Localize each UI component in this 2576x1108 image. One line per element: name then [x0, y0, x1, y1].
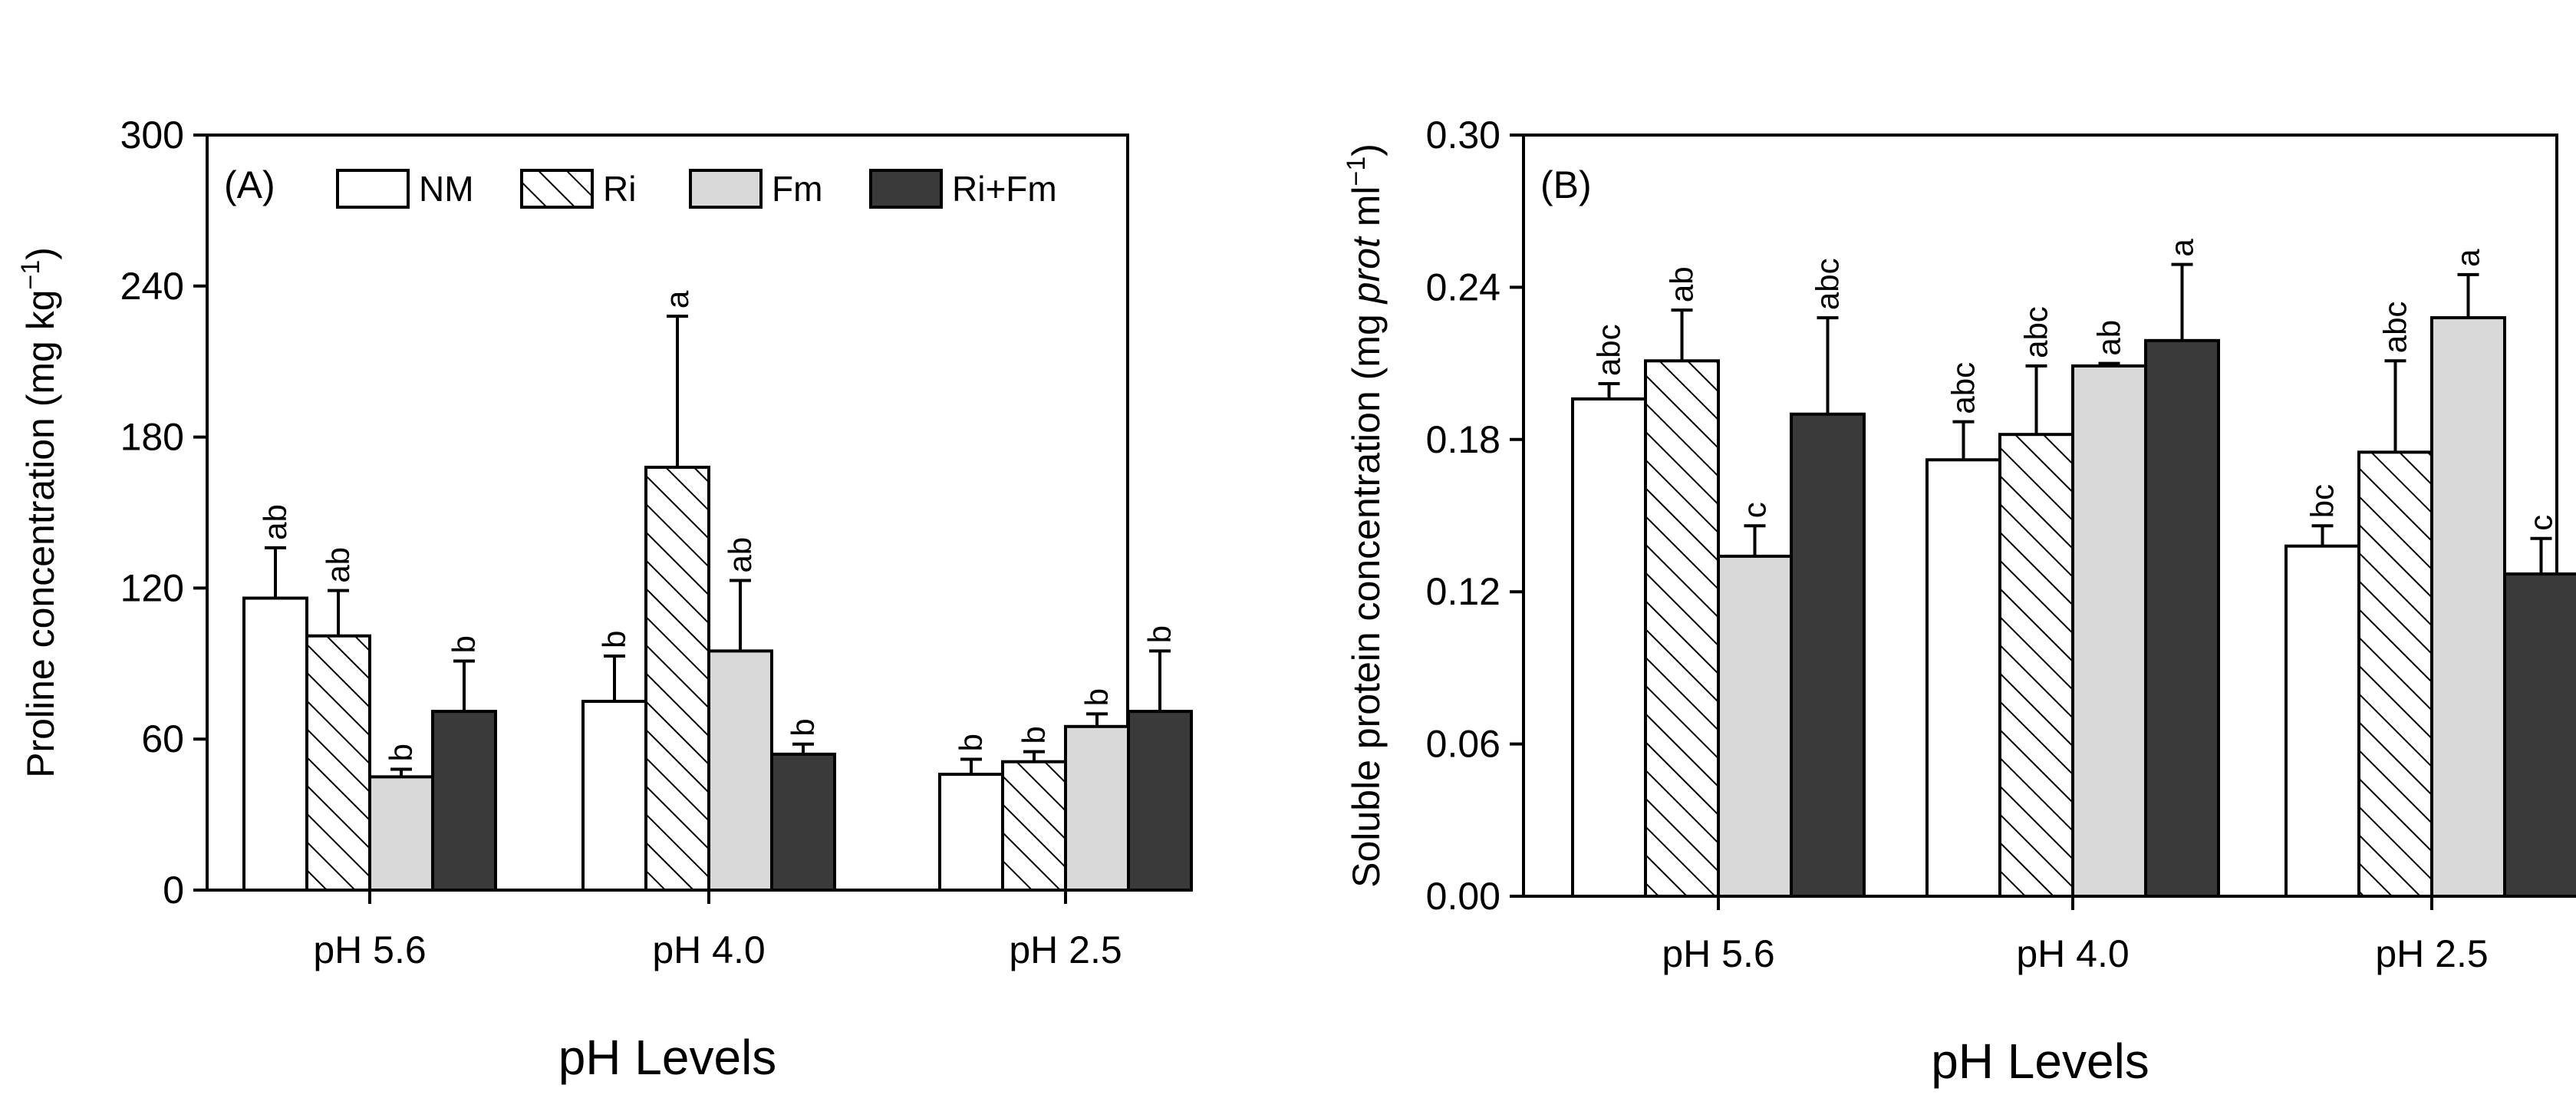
significance-letter: b: [1079, 688, 1115, 706]
bar-fm-1: [368, 775, 434, 892]
bar-fm-1: [1717, 554, 1793, 898]
x-axis-title: pH Levels: [1931, 1034, 2149, 1089]
bar-ri-1: [1644, 359, 1720, 898]
legend: NM Ri Fm Ri+Fm: [336, 169, 1057, 209]
bar-ri-fm-1: [1790, 412, 1866, 898]
bar-ri-2: [644, 465, 710, 892]
y-axis-title: Proline concentration (mg kg−1): [16, 247, 62, 778]
significance-letter: b: [785, 718, 821, 736]
bar-fm-3: [1064, 724, 1130, 892]
bar-ri-fm-2: [770, 752, 836, 892]
significance-letter: b: [383, 744, 419, 761]
significance-letter: a: [2164, 239, 2200, 257]
y-tick-label: 60: [141, 717, 184, 760]
bar-nm-2: [581, 700, 647, 892]
significance-letter: c: [1737, 502, 1773, 518]
bar-ri-2: [1998, 433, 2074, 898]
y-tick-label: 240: [120, 265, 184, 308]
bar-ri-3: [2357, 450, 2433, 898]
legend-label: Ri: [603, 169, 636, 209]
legend-label: Fm: [772, 169, 822, 209]
y-tick-label: 0.18: [1426, 418, 1500, 461]
bar-nm-1: [1571, 397, 1647, 898]
significance-letter: abc: [1591, 324, 1627, 376]
panel-label: (A): [224, 163, 275, 206]
significance-letter: ab: [257, 504, 293, 540]
x-category-label: pH 5.6: [313, 928, 426, 971]
significance-letter: c: [2523, 515, 2559, 531]
x-category-label: pH 4.0: [2016, 932, 2129, 975]
bar-fm-3: [2430, 316, 2506, 898]
y-tick-label: 180: [120, 416, 184, 459]
legend-swatch-ri-fm: [869, 169, 943, 209]
significance-letter: a: [659, 290, 695, 308]
y-tick-label: 0.30: [1426, 114, 1500, 157]
legend-label: Ri+Fm: [952, 169, 1057, 209]
legend-label: NM: [419, 169, 474, 209]
significance-letter: ab: [320, 547, 356, 583]
significance-letter: abc: [1945, 362, 1981, 414]
y-tick-label: 0.06: [1426, 723, 1500, 766]
significance-letter: abc: [1810, 258, 1846, 310]
significance-letter: bc: [2304, 484, 2340, 518]
y-tick-label: 0.12: [1426, 570, 1500, 613]
x-category-label: pH 2.5: [2375, 932, 2488, 975]
significance-letter: b: [596, 631, 632, 648]
bar-nm-3: [938, 773, 1004, 892]
x-category-label: pH 2.5: [1009, 928, 1122, 971]
bar-ri-1: [305, 634, 371, 892]
x-category-label: pH 5.6: [1662, 932, 1774, 975]
bar-nm-3: [2284, 544, 2360, 898]
bar-ri-fm-2: [2144, 338, 2220, 898]
significance-letter: b: [1141, 625, 1178, 643]
x-axis-title: pH Levels: [558, 1030, 777, 1085]
chart-panel-a: 0 60 120 180 240 300 Proline concentration (mg…: [16, 114, 1193, 1085]
legend-swatch-nm: [336, 169, 410, 209]
y-tick-label: 0.00: [1426, 875, 1500, 918]
significance-letter: a: [2450, 249, 2486, 267]
significance-letter: abc: [2377, 302, 2413, 354]
bar-ri-fm-3: [1127, 710, 1193, 892]
y-tick-label: 120: [120, 566, 184, 609]
bar-fm-2: [707, 649, 773, 892]
x-category-label: pH 4.0: [652, 928, 765, 971]
bar-ri-fm-1: [431, 710, 497, 892]
y-axis-title: Soluble protein concentration (mg prot m…: [1342, 143, 1388, 888]
legend-swatch-fm: [689, 169, 763, 209]
significance-letter: abc: [2018, 306, 2054, 358]
y-tick-label: 300: [120, 114, 184, 157]
significance-letter: ab: [722, 537, 758, 573]
bar-ri-3: [1001, 760, 1067, 892]
bar-nm-1: [242, 596, 308, 892]
panel-label: (B): [1540, 163, 1592, 206]
chart-panel-b: 0.00 0.06 0.12 0.18 0.24 0.30 Soluble protein …: [1342, 114, 2576, 1089]
significance-letter: b: [446, 635, 482, 653]
legend-swatch-ri: [520, 169, 594, 209]
significance-letter: ab: [2091, 320, 2127, 356]
significance-letter: ab: [1664, 266, 1700, 302]
y-tick-label: 0: [163, 869, 184, 912]
bar-nm-2: [1925, 458, 2001, 898]
bar-fm-2: [2071, 364, 2147, 898]
significance-letter: b: [1016, 726, 1052, 744]
significance-letter: b: [953, 734, 989, 751]
bar-ri-fm-3: [2503, 572, 2576, 898]
y-tick-label: 0.24: [1426, 265, 1500, 308]
